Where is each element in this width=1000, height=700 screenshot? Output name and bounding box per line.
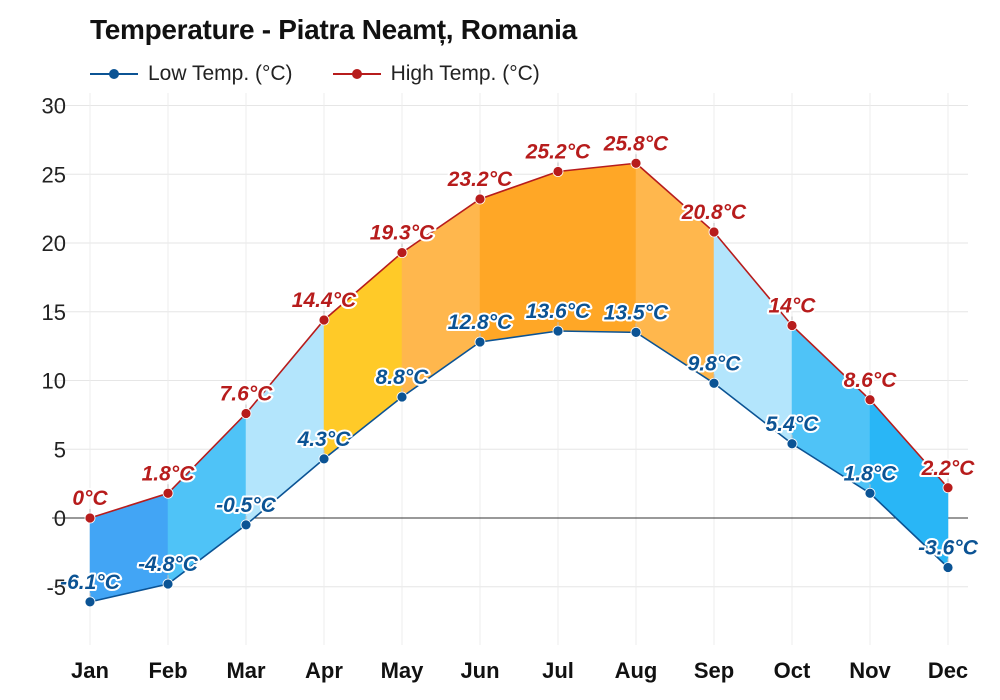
low-point-aug[interactable] (630, 326, 642, 338)
y-tick-label: -5 (46, 575, 66, 600)
low-point-sep[interactable] (708, 377, 720, 389)
low-label-dec: -3.6°C (918, 537, 979, 560)
low-point-jan[interactable] (84, 596, 96, 608)
high-label-nov: 8.6°C (844, 369, 898, 392)
legend-high-label: High Temp. (°C) (390, 62, 540, 85)
low-point-mar[interactable] (240, 519, 252, 531)
low-label-mar: -0.5°C (216, 494, 277, 517)
high-label-may: 19.3°C (370, 222, 435, 245)
x-tick-dec: Dec (928, 658, 968, 683)
data-labels: -6.1°C -4.8°C -0.5°C 4.3°C 8.8°C 12.8°C 13.6°C… (58, 130, 981, 596)
high-point-sep[interactable] (708, 226, 720, 238)
high-label-aug: 25.8°C (603, 132, 669, 155)
high-label-oct: 14°C (769, 295, 817, 318)
y-tick-label: 5 (54, 437, 66, 462)
legend-low-marker (90, 69, 138, 79)
chart-title: Temperature - Piatra Neamț, Romania (90, 14, 577, 45)
low-point-nov[interactable] (864, 487, 876, 499)
low-temp-line (89, 330, 949, 603)
x-tick-nov: Nov (849, 658, 891, 683)
low-label-aug: 13.5°C (604, 301, 669, 324)
x-tick-sep: Sep (694, 658, 734, 683)
x-tick-feb: Feb (148, 658, 187, 683)
y-tick-label: 25 (42, 162, 66, 187)
low-label-feb: -4.8°C (138, 553, 199, 576)
high-label-dec: 2.2°C (921, 457, 976, 480)
y-tick-label: 10 (42, 369, 66, 394)
axes: 30 25 20 15 10 5 0 -5 Jan Feb Mar Apr May Jun Jul Aug Se… (42, 94, 969, 684)
legend: Low Temp. (°C) High Temp. (°C) (90, 62, 540, 86)
high-temp-line (89, 162, 949, 519)
high-point-may[interactable] (396, 247, 408, 259)
legend-item-low[interactable]: Low Temp. (°C) (90, 62, 293, 86)
high-point-mar[interactable] (240, 408, 252, 419)
y-tick-label: 30 (42, 94, 66, 119)
low-label-jul: 13.6°C (526, 300, 591, 323)
legend-item-high[interactable]: High Temp. (°C) (332, 62, 540, 86)
low-point-dec[interactable] (942, 562, 954, 573)
x-tick-may: May (381, 658, 425, 683)
x-tick-jan: Jan (71, 658, 109, 683)
low-point-jun[interactable] (474, 336, 486, 348)
legend-high-marker (332, 69, 381, 79)
high-point-jan[interactable] (84, 512, 96, 524)
low-point-feb[interactable] (162, 578, 174, 590)
high-point-oct[interactable] (786, 320, 798, 331)
high-point-feb[interactable] (162, 487, 174, 499)
y-tick-label: 0 (54, 506, 66, 531)
high-point-jun[interactable] (474, 193, 486, 205)
low-label-oct: 5.4°C (766, 413, 820, 436)
x-tick-jun: Jun (460, 658, 499, 683)
temperature-bands (89, 162, 949, 603)
series-lines (89, 162, 949, 603)
high-label-apr: 14.4°C (292, 289, 357, 312)
high-label-jan: 0°C (72, 487, 108, 510)
low-point-apr[interactable] (318, 453, 330, 465)
high-point-nov[interactable] (864, 394, 876, 406)
x-tick-apr: Apr (305, 658, 343, 683)
high-point-dec[interactable] (942, 482, 954, 494)
low-label-may: 8.8°C (376, 366, 430, 389)
high-point-apr[interactable] (318, 314, 330, 326)
legend-low-label: Low Temp. (°C) (148, 62, 293, 85)
low-label-jun: 12.8°C (448, 311, 513, 334)
high-point-aug[interactable] (630, 157, 642, 169)
low-point-jul[interactable] (552, 325, 564, 337)
x-tick-mar: Mar (226, 658, 266, 683)
high-label-sep: 20.8°C (681, 201, 747, 224)
x-tick-oct: Oct (774, 658, 811, 683)
low-label-jan: -6.1°C (60, 571, 121, 594)
low-label-sep: 9.8°C (688, 352, 742, 375)
low-point-may[interactable] (396, 391, 408, 403)
x-tick-jul: Jul (542, 658, 574, 683)
high-label-mar: 7.6°C (220, 383, 274, 406)
high-label-feb: 1.8°C (142, 462, 196, 485)
low-label-nov: 1.8°C (844, 462, 898, 485)
high-label-jun: 23.2°C (447, 168, 513, 191)
low-point-oct[interactable] (786, 438, 798, 450)
high-label-jul: 25.2°C (525, 141, 591, 164)
high-point-jul[interactable] (552, 166, 564, 177)
series-points (84, 154, 954, 608)
y-tick-label: 20 (42, 231, 66, 256)
x-tick-aug: Aug (615, 658, 658, 683)
y-tick-label: 15 (42, 300, 66, 325)
low-label-apr: 4.3°C (297, 428, 352, 451)
